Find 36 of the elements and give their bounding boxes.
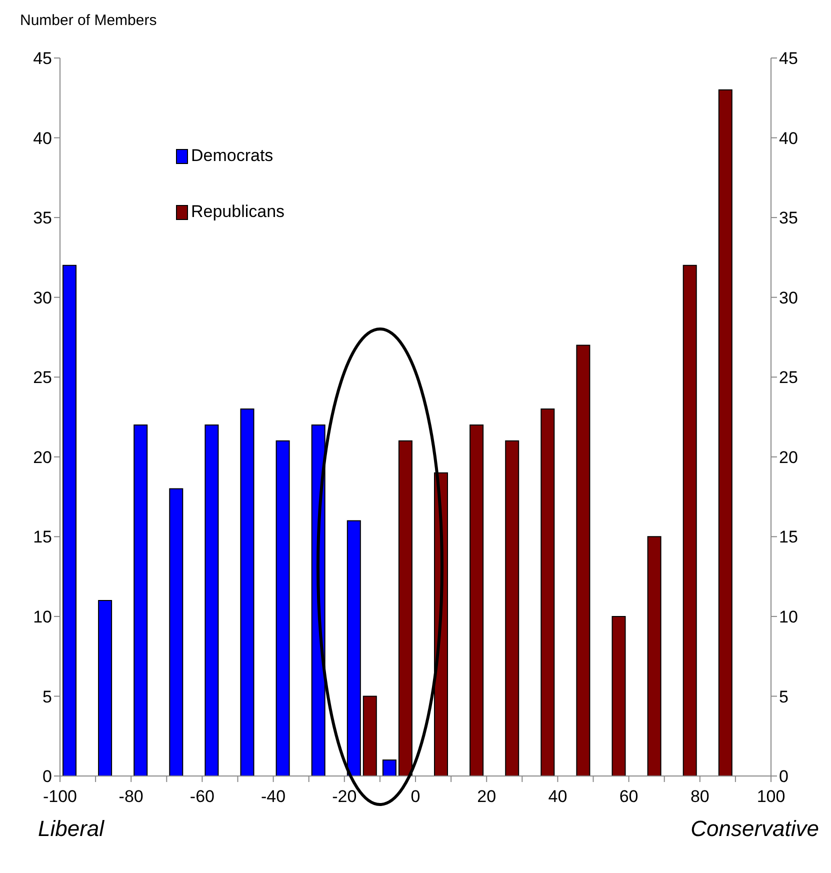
x-tick-label: -40: [261, 787, 286, 806]
legend-label: Republicans: [191, 202, 285, 222]
y2-tick-label: 20: [779, 448, 798, 467]
y-tick-label: 0: [42, 767, 52, 786]
y2-tick-label: 40: [779, 128, 798, 148]
x-tick-label: 20: [477, 787, 496, 806]
text: Conservative: [690, 816, 819, 842]
y-tick-label: 35: [33, 208, 52, 228]
y2-tick-label: 35: [779, 208, 798, 228]
x-tick-label: -80: [118, 787, 144, 806]
y2-tick-label: 10: [779, 607, 798, 626]
y-tick-label: 5: [42, 687, 52, 706]
y-axis-title: Number of Members: [20, 12, 157, 29]
y-tick-label: 40: [33, 128, 52, 148]
text: Liberal: [38, 816, 104, 842]
y2-tick-label: 5: [779, 687, 788, 706]
y2-tick-label: 15: [779, 528, 798, 547]
y-tick-label: 15: [33, 528, 52, 547]
x-tick-label: -100: [42, 787, 78, 806]
x-tick-label: 0: [410, 787, 420, 806]
x-tick-label: 100: [756, 787, 786, 806]
y-tick-label: 25: [33, 368, 52, 388]
y2-tick-label: 45: [779, 49, 798, 68]
y-tick-label: 30: [33, 288, 52, 308]
x-tick-label: 40: [548, 787, 568, 806]
legend-label: Democrats: [191, 146, 274, 166]
y2-tick-label: 0: [779, 767, 788, 786]
x-tick-label: 80: [690, 787, 710, 806]
y-tick-label: 10: [33, 607, 52, 626]
y2-tick-label: 25: [779, 368, 798, 388]
y-tick-label: 45: [33, 49, 52, 68]
x-tick-label: -60: [190, 787, 214, 806]
y2-tick-label: 30: [779, 288, 798, 308]
x-tick-label: 60: [619, 787, 638, 806]
x-tick-label: -20: [332, 787, 357, 806]
y-tick-label: 20: [33, 448, 52, 467]
